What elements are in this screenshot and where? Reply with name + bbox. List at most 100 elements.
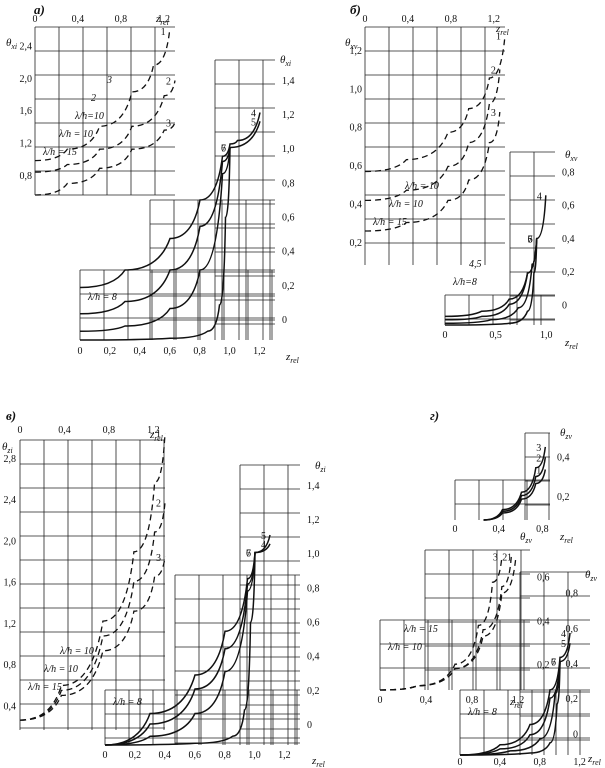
- series-p1-s0-2: [364, 69, 501, 202]
- ytick-p1-s1-0: 0: [562, 300, 567, 311]
- xlabel-p3-s1: zrel: [509, 696, 524, 710]
- series-p1-s1-4-label: 4: [537, 191, 542, 202]
- series-p1-s0-2-label: 2: [491, 66, 496, 77]
- series-p0-s1-7-label: 7: [221, 144, 226, 155]
- ytick-p1-s0-2: 0,6: [350, 161, 363, 172]
- ytick-p0-s0-3: 2,0: [20, 74, 33, 85]
- series-p0-s1-4: [79, 112, 261, 289]
- series-p1-s1-7: [444, 238, 538, 326]
- ylabel-p1-s1: θxv: [565, 149, 578, 163]
- annotation-p1-s1-0: λ/h=8: [452, 277, 477, 288]
- series-p2-s0-3: [19, 556, 166, 721]
- series-p0-s1-6: [79, 147, 231, 333]
- xtick-p0-s1-3: 0,6: [163, 346, 176, 357]
- series-p1-s1-4: [444, 195, 547, 318]
- ytick-p2-s0-3: 1,6: [4, 578, 17, 589]
- xtick-p2-s1-4: 0,8: [218, 750, 231, 761]
- xtick-p3-s0-1: 0,4: [492, 524, 505, 535]
- xtick-p0-s1-2: 0,4: [134, 346, 147, 357]
- annotation-p1-s0-0: λ/h = 15: [372, 217, 407, 228]
- series-p1-s0-1-label: 1: [496, 32, 501, 43]
- ytick-p0-s1-7: 1,4: [282, 76, 295, 87]
- xtick-p3-s2-1: 0,4: [494, 757, 507, 768]
- annotation-p1-s0-1: λ/h = 10: [388, 199, 423, 210]
- ytick-p1-s0-5: 1,2: [350, 46, 363, 57]
- series-p2-s1-5-label: 5: [261, 531, 266, 542]
- xtick-p1-s0-2: 0,8: [445, 14, 458, 25]
- panel-label-3: г): [430, 408, 439, 423]
- series-p2-s1-7: [104, 552, 256, 746]
- xtick-p2-s1-6: 1,2: [278, 750, 291, 761]
- ytick-p2-s1-0: 0: [307, 720, 312, 731]
- xtick-p0-s1-1: 0,2: [104, 346, 117, 357]
- series-p3-s1-2-label: 2: [502, 552, 507, 563]
- xtick-p2-s0-0: 0: [18, 425, 23, 436]
- ylabel-p3-s1: θzv: [520, 531, 532, 545]
- series-p0-s0-1-label: 1: [161, 27, 166, 38]
- ytick-p0-s1-5: 1,0: [282, 144, 295, 155]
- series-p3-s2-5: [459, 643, 571, 756]
- series-p2-s1-6: [104, 552, 256, 746]
- ytick-p3-s2-0: 0: [573, 729, 578, 740]
- xlabel-p0-s1: zrel: [285, 351, 300, 365]
- ytick-p1-s0-4: 1,0: [350, 84, 363, 95]
- ytick-p0-s0-1: 1,2: [20, 139, 33, 150]
- series-p3-s2-4: [459, 632, 571, 756]
- ytick-p3-s0-0: 0,2: [557, 492, 570, 503]
- xtick-p2-s1-5: 1,0: [248, 750, 261, 761]
- xtick-p0-s0-0: 0: [33, 14, 38, 25]
- ytick-p3-s2-1: 0,2: [566, 694, 579, 705]
- ytick-p2-s1-2: 0,4: [307, 652, 320, 663]
- ytick-p2-s1-4: 0,8: [307, 583, 320, 594]
- annotation-p0-s0-1: λ/h = 10: [58, 129, 93, 140]
- xtick-p0-s0-2: 0,8: [115, 14, 128, 25]
- xtick-p0-s1-4: 0,8: [193, 346, 206, 357]
- grid-p2-s0: [19, 439, 165, 730]
- xtick-p1-s0-3: 1,2: [488, 14, 501, 25]
- ytick-p3-s2-2: 0,4: [566, 659, 579, 670]
- ylabel-p2-s0: θzi: [2, 441, 13, 455]
- series-p1-s0-3: [364, 111, 501, 232]
- series-p2-s1-4-label: 4: [261, 540, 266, 551]
- grid-p0-s0: [34, 26, 175, 196]
- series-p1-s1-5-label: 5: [528, 235, 533, 246]
- ytick-p2-s1-6: 1,2: [307, 515, 320, 526]
- series-p3-s0-3-label: 3: [536, 443, 541, 454]
- annotation-p2-s0-0: λ/h = 15: [27, 682, 62, 693]
- xlabel-p1-s0: zrel: [495, 23, 510, 37]
- grid-p1-s1: [444, 151, 555, 325]
- ylabel-p2-s1: θzi: [315, 460, 326, 474]
- series-p1-s0-3-label: 3: [491, 108, 496, 119]
- series-p0-s0-1: [34, 30, 171, 162]
- ytick-p1-s1-4: 0,8: [562, 167, 575, 178]
- xtick-p1-s1-1: 0,5: [489, 330, 502, 341]
- xtick-p3-s1-3: 1,2: [512, 695, 525, 706]
- annotation-p1-s1-1: 4,5: [469, 259, 482, 270]
- xlabel-p2-s0: zrel: [149, 429, 164, 443]
- series-p0-s1-6-label: 6: [221, 144, 226, 155]
- annotation-p2-s0-2: λ/h = 10: [59, 646, 94, 657]
- xtick-p2-s1-2: 0,4: [159, 750, 172, 761]
- annotation-p0-s0-3: 2: [91, 93, 96, 104]
- series-p3-s1-1-label: 1: [507, 552, 512, 563]
- series-p3-s2-5-label: 5: [561, 639, 566, 650]
- xtick-p2-s1-1: 0,2: [129, 750, 142, 761]
- ytick-p3-s2-4: 0,8: [566, 589, 579, 600]
- series-p2-s0-1: [19, 432, 166, 721]
- annotation-p3-s2-0: λ/h = 8: [467, 707, 497, 718]
- xtick-p1-s1-0: 0: [443, 330, 448, 341]
- xtick-p0-s0-3: 1,2: [158, 14, 171, 25]
- annotation-p3-s1-0: λ/h = 10: [387, 642, 422, 653]
- ytick-p3-s1-1: 0,4: [537, 616, 550, 627]
- ytick-p2-s0-6: 2,8: [4, 454, 17, 465]
- ytick-p0-s1-6: 1,2: [282, 110, 295, 121]
- ytick-p2-s1-5: 1,0: [307, 549, 320, 560]
- ytick-p0-s0-2: 1,6: [20, 106, 33, 117]
- series-p3-s2-7: [459, 661, 561, 756]
- grid-p3-s1: [379, 549, 530, 690]
- ytick-p0-s1-4: 0,8: [282, 178, 295, 189]
- xlabel-p3-s2: zrel: [587, 753, 602, 767]
- ytick-p2-s0-0: 0,4: [4, 701, 17, 712]
- annotation-p3-s1-1: λ/h = 15: [403, 624, 438, 635]
